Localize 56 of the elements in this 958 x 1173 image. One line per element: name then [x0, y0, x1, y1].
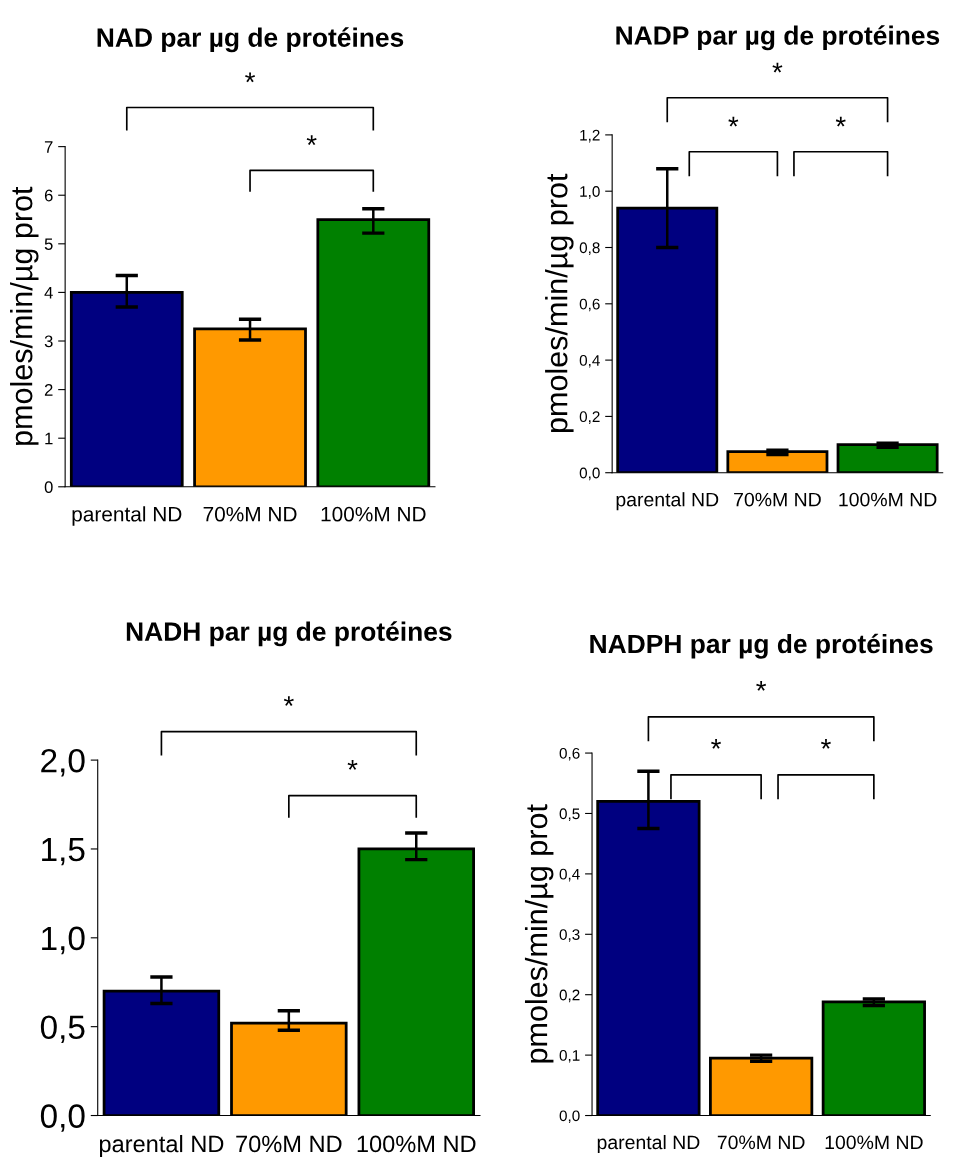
y-tick-label: 1: [45, 432, 53, 445]
y-tick-label: 1,0: [42, 926, 85, 955]
y-tick-label: 5: [44, 238, 53, 251]
chart-title: NADP par µg de protéines: [616, 25, 940, 51]
x-tick-label: parental ND: [597, 1134, 700, 1154]
x-tick-label: 70%M ND: [203, 506, 297, 522]
y-tick-label: 6: [44, 189, 53, 202]
y-tick-label: 0,5: [40, 1015, 85, 1044]
y-tick-label: 1,0: [580, 186, 600, 199]
y-tick-label: 0,4: [579, 354, 600, 368]
y-axis-title: pmoles/min/µg prot: [10, 186, 39, 445]
text: *: [756, 681, 767, 691]
y-tick-label: 0,0: [40, 1104, 85, 1132]
chart-title: NAD par µg de protéines: [97, 27, 404, 53]
y-tick-label: 0,2: [579, 411, 600, 424]
y-tick-label: 1,5: [42, 838, 85, 866]
y-tick-label: 0,0: [559, 1110, 580, 1124]
y-axis-title: pmoles/min/µg prot: [524, 804, 554, 1063]
y-tick-label: 0,8: [579, 242, 600, 255]
x-tick-label: 70%M ND: [717, 1135, 805, 1150]
y-tick-label: 3: [44, 335, 53, 348]
x-tick-label: 100%M ND: [357, 1135, 476, 1153]
y-tick-label: 2,0: [41, 748, 85, 777]
annotation: *: [347, 760, 358, 770]
text: *: [772, 62, 783, 73]
y-tick-label: 0,0: [579, 467, 600, 481]
chart-title: NADH par µg de protéines: [126, 621, 452, 647]
x-tick-label: 70%M ND: [734, 492, 821, 507]
y-tick-label: 2: [44, 384, 53, 396]
y-tick-label: 0,5: [559, 808, 580, 821]
y-tick-label: 0,3: [559, 929, 580, 942]
y-tick-label: 7: [44, 141, 53, 153]
chart-title: NADPH par µg de protéines: [590, 633, 933, 659]
text: *: [245, 72, 256, 83]
text: *: [283, 696, 294, 706]
x-tick-label: parental ND: [616, 492, 719, 511]
y-tick-label: 0,1: [559, 1049, 580, 1063]
x-tick-label: 100%M ND: [825, 1135, 923, 1150]
y-tick-label: 0: [44, 481, 53, 493]
text: *: [835, 116, 846, 127]
text: *: [306, 135, 317, 146]
text: *: [728, 116, 739, 127]
y-tick-label: 0,2: [559, 989, 580, 1003]
x-tick-label: 100%M ND: [321, 506, 426, 522]
y-tick-label: 0,4: [559, 868, 580, 882]
x-tick-label: parental ND: [99, 1134, 224, 1157]
x-tick-label: 100%M ND: [839, 492, 937, 507]
y-tick-label: 1,2: [580, 129, 600, 143]
y-tick-label: 4: [44, 286, 53, 299]
text: *: [820, 739, 831, 749]
y-axis-title: pmoles/min/µg prot: [545, 173, 574, 433]
y-tick-label: 0,6: [559, 747, 580, 761]
x-tick-label: parental ND: [72, 506, 182, 526]
x-tick-label: 70%M ND: [236, 1135, 342, 1153]
text: *: [711, 739, 722, 749]
y-tick-label: 0,6: [579, 298, 600, 312]
